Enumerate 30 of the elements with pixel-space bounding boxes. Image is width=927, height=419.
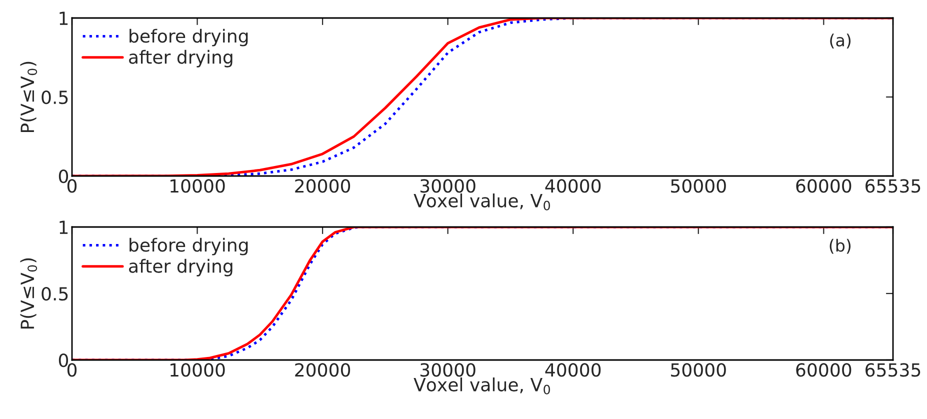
x-tick-label: 20000 (295, 363, 350, 377)
x-tick-label: 20000 (295, 179, 350, 193)
y-tick-label: 0 (58, 169, 68, 184)
legend-label: before drying (130, 28, 248, 46)
legend-label: after drying (129, 50, 232, 68)
x-tick-label: 30000 (420, 179, 476, 193)
x-axis-title: Voxel value, V$_{0}$ (414, 377, 550, 394)
y-axis-title: P(V≤V$_{0}$) (20, 62, 38, 132)
x-tick-label: 60000 (796, 179, 852, 193)
y-axis-title: P(V≤V$_{0}$) (20, 258, 38, 329)
x-tick-label: 40000 (545, 179, 601, 193)
x-tick-label: 65535 (866, 179, 920, 193)
x-tick-label: 40000 (545, 363, 601, 377)
y-tick-label: 0.5 (42, 90, 68, 104)
annotation: (b) (830, 238, 851, 254)
legend-label: before drying (130, 238, 248, 256)
x-axis-title: Voxel value, V$_{0}$ (414, 193, 550, 210)
y-tick-label: 1 (60, 12, 68, 25)
x-tick-label: 30000 (420, 363, 476, 377)
legend-label: after drying (129, 258, 232, 276)
y-tick-label: 0 (58, 353, 68, 368)
annotation: (a) (830, 34, 851, 48)
y-tick-label: 0.5 (42, 286, 68, 301)
y-tick-label: 1 (60, 220, 68, 234)
x-tick-label: 65535 (866, 363, 920, 377)
x-tick-label: 50000 (671, 363, 726, 377)
x-tick-label: 60000 (796, 363, 852, 377)
x-tick-label: 50000 (671, 179, 726, 193)
x-tick-label: 10000 (170, 363, 225, 377)
x-tick-label: 10000 (170, 179, 225, 193)
